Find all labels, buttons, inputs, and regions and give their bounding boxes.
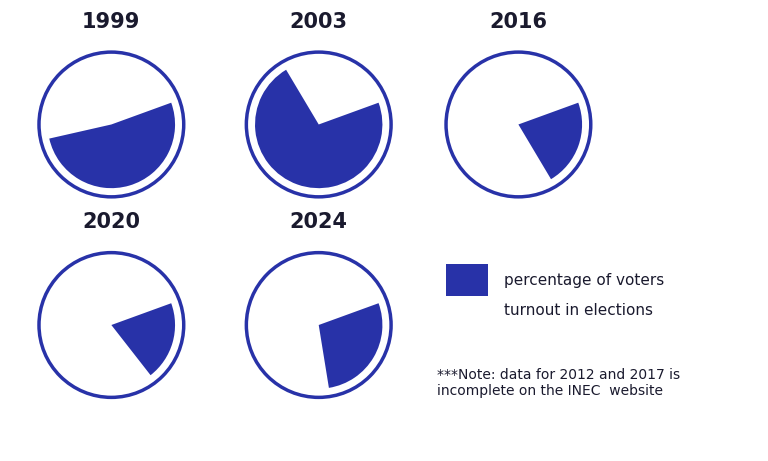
Wedge shape [518, 103, 582, 179]
Text: turnout in elections: turnout in elections [505, 302, 654, 318]
Wedge shape [319, 303, 382, 388]
Text: ***Note: data for 2012 and 2017 is
incomplete on the INEC  website: ***Note: data for 2012 and 2017 is incom… [436, 367, 680, 398]
Text: 2024: 2024 [290, 212, 348, 232]
Text: percentage of voters: percentage of voters [505, 273, 664, 289]
Wedge shape [49, 103, 175, 188]
Text: 1999: 1999 [82, 12, 141, 32]
Wedge shape [255, 70, 382, 188]
Wedge shape [111, 303, 175, 375]
Text: 2016: 2016 [489, 12, 548, 32]
Text: 2003: 2003 [290, 12, 348, 32]
FancyBboxPatch shape [446, 265, 488, 296]
Text: 2020: 2020 [82, 212, 141, 232]
